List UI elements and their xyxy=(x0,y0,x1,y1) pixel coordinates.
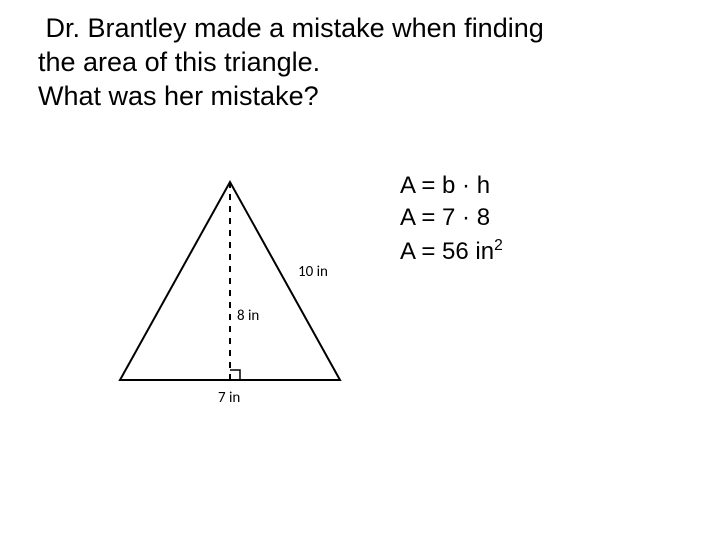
slide: Dr. Brantley made a mistake when finding… xyxy=(0,0,720,540)
work-line-2: A = 7 · 8 xyxy=(400,202,503,234)
question-line-1: Dr. Brantley made a mistake when finding xyxy=(38,13,544,43)
question-line-2: the area of this triangle. xyxy=(38,47,320,77)
work-line-3-sup: 2 xyxy=(494,237,503,254)
height-label: 8 in xyxy=(237,307,259,325)
work-line-3-prefix: A = 56 in xyxy=(400,238,494,265)
slant-label: 10 in xyxy=(298,263,328,281)
question-line-3: What was her mistake? xyxy=(38,81,319,111)
question-text: Dr. Brantley made a mistake when finding… xyxy=(38,12,678,113)
work-line-1: A = b · h xyxy=(400,170,503,202)
triangle-svg: 10 in 8 in 7 in xyxy=(100,170,360,430)
work-line-3: A = 56 in2 xyxy=(400,235,503,268)
right-angle-marker xyxy=(230,370,240,380)
base-label: 7 in xyxy=(218,389,240,407)
triangle-figure: 10 in 8 in 7 in xyxy=(100,170,360,430)
worked-solution: A = b · h A = 7 · 8 A = 56 in2 xyxy=(400,170,503,268)
